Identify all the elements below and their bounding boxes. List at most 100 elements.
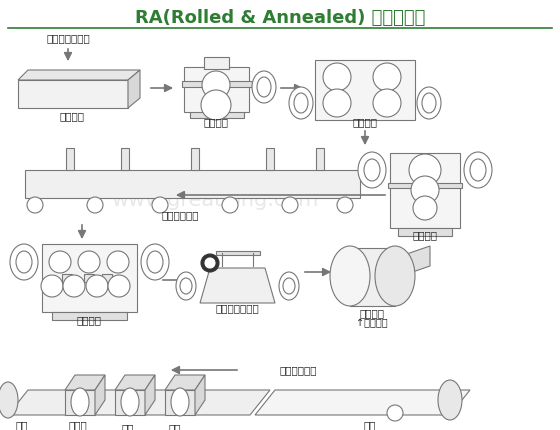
Ellipse shape [171, 388, 189, 416]
Text: 原箔: 原箔 [15, 420, 27, 430]
Text: 成品: 成品 [364, 420, 376, 430]
Ellipse shape [364, 159, 380, 181]
Circle shape [107, 251, 129, 273]
Circle shape [27, 197, 43, 213]
Text: 表面處理工程: 表面處理工程 [280, 365, 318, 375]
Polygon shape [195, 375, 205, 415]
Circle shape [323, 89, 351, 117]
Bar [204, 57, 229, 69]
Text: （鏸胚）: （鏸胚） [59, 111, 85, 121]
Polygon shape [165, 390, 195, 415]
Circle shape [63, 275, 85, 297]
Bar [184, 67, 249, 112]
Ellipse shape [71, 388, 89, 416]
Bar [388, 183, 462, 188]
Circle shape [108, 275, 130, 297]
Circle shape [222, 197, 238, 213]
Text: （退火酸洗）: （退火酸洗） [161, 210, 199, 220]
Bar [350, 248, 395, 306]
Ellipse shape [438, 380, 462, 420]
Bar [18, 80, 128, 108]
Circle shape [86, 275, 108, 297]
Polygon shape [8, 390, 270, 415]
Bar [62, 274, 72, 282]
Polygon shape [165, 375, 205, 390]
Bar [390, 153, 460, 228]
Circle shape [205, 258, 215, 268]
Bar [315, 60, 415, 120]
Bar [84, 274, 94, 282]
Ellipse shape [283, 278, 295, 294]
Ellipse shape [358, 152, 386, 188]
Ellipse shape [464, 152, 492, 188]
Bar [316, 148, 324, 170]
Bar [102, 274, 112, 282]
Text: （中軍）: （中軍） [413, 230, 437, 240]
Bar [66, 148, 74, 170]
Bar [25, 170, 360, 198]
Ellipse shape [141, 244, 169, 280]
Circle shape [373, 63, 401, 91]
Bar [121, 148, 129, 170]
Polygon shape [145, 375, 155, 415]
Circle shape [87, 197, 103, 213]
Polygon shape [255, 390, 470, 415]
Polygon shape [65, 375, 105, 390]
Circle shape [413, 196, 437, 220]
Ellipse shape [121, 388, 139, 416]
Text: （燱軍）: （燱軍） [203, 117, 228, 127]
Circle shape [373, 89, 401, 117]
Circle shape [337, 197, 353, 213]
Circle shape [78, 251, 100, 273]
Text: （面削）: （面削） [352, 117, 377, 127]
Bar [266, 148, 274, 170]
Bar [42, 244, 137, 312]
Ellipse shape [0, 382, 18, 418]
Polygon shape [65, 390, 95, 415]
Circle shape [282, 197, 298, 213]
Circle shape [201, 90, 231, 120]
Ellipse shape [147, 251, 163, 273]
Text: ↑原箔工程: ↑原箔工程 [356, 318, 388, 328]
Circle shape [201, 254, 219, 272]
Circle shape [49, 251, 71, 273]
Ellipse shape [375, 246, 415, 306]
Text: 前處理: 前處理 [69, 420, 87, 430]
Bar [398, 228, 452, 236]
Ellipse shape [417, 87, 441, 119]
Text: RA(Rolled & Annealed) 銅生產流程: RA(Rolled & Annealed) 銅生產流程 [135, 9, 425, 27]
Polygon shape [128, 70, 140, 108]
Ellipse shape [16, 251, 32, 273]
Bar [191, 148, 199, 170]
Text: www.greatlong.com: www.greatlong.com [111, 190, 319, 210]
Ellipse shape [257, 77, 271, 97]
Text: 粗化: 粗化 [122, 423, 134, 430]
Polygon shape [200, 268, 275, 303]
Polygon shape [115, 390, 145, 415]
Circle shape [409, 154, 441, 186]
Ellipse shape [470, 159, 486, 181]
Circle shape [387, 405, 403, 421]
Ellipse shape [289, 87, 313, 119]
Ellipse shape [176, 272, 196, 300]
Text: 防銃: 防銃 [169, 423, 181, 430]
Circle shape [202, 71, 230, 99]
Polygon shape [95, 375, 105, 415]
Text: （溶層、鏸造）: （溶層、鏸造） [46, 33, 90, 43]
Circle shape [152, 197, 168, 213]
Bar [190, 110, 244, 118]
Ellipse shape [10, 244, 38, 280]
Circle shape [41, 275, 63, 297]
Ellipse shape [180, 278, 192, 294]
Circle shape [411, 176, 439, 204]
Polygon shape [18, 70, 140, 80]
Ellipse shape [330, 246, 370, 306]
Circle shape [323, 63, 351, 91]
Polygon shape [395, 246, 430, 278]
Text: （精軍）: （精軍） [77, 315, 101, 325]
Bar [216, 251, 260, 255]
Ellipse shape [294, 93, 308, 113]
Bar [52, 312, 127, 320]
Ellipse shape [279, 272, 299, 300]
Ellipse shape [252, 71, 276, 103]
